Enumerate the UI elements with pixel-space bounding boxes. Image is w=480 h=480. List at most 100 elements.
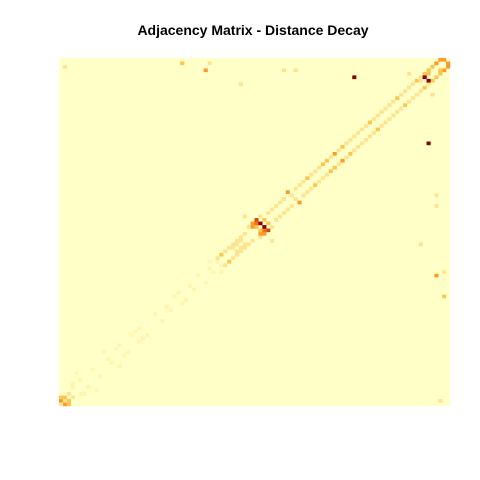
heatmap-cell xyxy=(62,402,68,407)
heatmap-cell xyxy=(410,82,416,87)
heatmap-cell xyxy=(340,158,345,163)
heatmap-cell xyxy=(113,346,118,351)
heatmap-cell xyxy=(270,225,275,229)
heatmap-cell xyxy=(430,64,435,69)
heatmap-cell xyxy=(356,131,361,135)
heatmap-cell xyxy=(360,127,365,132)
heatmap-cell xyxy=(336,148,341,153)
heatmap-cell xyxy=(231,242,236,247)
heatmap-cell xyxy=(442,294,447,299)
heatmap-cell xyxy=(442,68,447,73)
heatmap-cell xyxy=(250,221,255,226)
heatmap-cell xyxy=(446,64,451,69)
heatmap-cell xyxy=(289,193,294,198)
heatmap-cell xyxy=(371,117,376,121)
heatmap-cell xyxy=(414,92,419,97)
heatmap-cell xyxy=(281,211,286,215)
heatmap-cell xyxy=(66,392,71,396)
heatmap-cell xyxy=(367,134,372,139)
heatmap-cell xyxy=(274,204,279,208)
heatmap-cell xyxy=(363,138,369,142)
heatmap-cell xyxy=(360,141,365,146)
heatmap-cell xyxy=(262,232,267,236)
heatmap-cell xyxy=(195,273,200,278)
heatmap-cell xyxy=(207,259,212,264)
heatmap-cell xyxy=(246,225,251,229)
heatmap-cell xyxy=(105,357,111,361)
heatmap-cell xyxy=(74,371,79,375)
heatmap-cell xyxy=(141,336,146,341)
heatmap-cell xyxy=(387,117,392,121)
heatmap-cell xyxy=(399,106,404,111)
heatmap-cell xyxy=(164,305,169,309)
heatmap-cell xyxy=(375,113,380,118)
heatmap-cell xyxy=(238,245,243,250)
heatmap-cell xyxy=(66,399,71,403)
heatmap-cell xyxy=(102,350,107,354)
heatmap-cell xyxy=(317,165,322,170)
heatmap-cell xyxy=(320,162,326,167)
heatmap-cell xyxy=(383,106,388,111)
heatmap-cell xyxy=(242,232,247,236)
heatmap-cell xyxy=(231,256,236,261)
heatmap-cell xyxy=(59,399,64,403)
heatmap-cell xyxy=(403,103,408,107)
heatmap-cell xyxy=(172,294,177,299)
heatmap-cell xyxy=(145,332,150,337)
heatmap-cell xyxy=(258,232,263,236)
heatmap-cell xyxy=(137,325,142,330)
heatmap-cell xyxy=(223,263,228,267)
heatmap-cell xyxy=(332,165,337,170)
heatmap-cell xyxy=(227,259,232,264)
heatmap-cell xyxy=(285,190,290,194)
heatmap-cell xyxy=(426,82,431,87)
heatmap-cell xyxy=(191,287,197,292)
heatmap-cell xyxy=(137,339,142,344)
heatmap-cell xyxy=(238,82,243,87)
heatmap-cell xyxy=(78,392,83,396)
heatmap-cell xyxy=(406,85,412,90)
heatmap-cell xyxy=(426,68,431,73)
heatmap-cell xyxy=(352,134,357,139)
heatmap-cell xyxy=(297,183,302,187)
heatmap-cell xyxy=(277,200,283,205)
heatmap-cell xyxy=(332,151,337,156)
heatmap-cell xyxy=(406,99,412,104)
heatmap-cell xyxy=(371,131,376,135)
heatmap-cell xyxy=(418,75,423,80)
heatmap-cell xyxy=(281,68,286,73)
heatmap-cell xyxy=(438,71,443,76)
heatmap-cell xyxy=(391,113,396,118)
heatmap-cell xyxy=(418,78,423,83)
heatmap-cell xyxy=(422,85,427,90)
heatmap-cell xyxy=(395,96,400,100)
heatmap-cells xyxy=(59,58,451,407)
heatmap-cell xyxy=(70,381,75,386)
heatmap-cell xyxy=(438,58,443,62)
heatmap-cell xyxy=(320,176,326,180)
heatmap-cell xyxy=(414,78,419,83)
heatmap-cell xyxy=(227,245,232,250)
heatmap-cell xyxy=(70,395,75,400)
heatmap-cell xyxy=(62,395,68,400)
heatmap-background xyxy=(59,58,450,406)
heatmap-cell xyxy=(430,78,435,83)
heatmap-cell xyxy=(399,92,404,97)
heatmap-cell xyxy=(324,158,329,163)
heatmap-cell xyxy=(422,71,427,76)
heatmap-cell xyxy=(117,364,122,368)
heatmap-cell xyxy=(117,343,122,348)
heatmap-cell xyxy=(82,392,87,396)
heatmap-cell xyxy=(59,402,64,407)
heatmap-cell xyxy=(410,96,416,100)
heatmap-cell xyxy=(254,225,259,229)
heatmap-cell xyxy=(262,228,267,233)
heatmap-cell xyxy=(289,204,294,208)
heatmap-cell xyxy=(281,197,286,201)
heatmap-cell xyxy=(250,225,255,229)
heatmap-cell xyxy=(434,204,439,208)
heatmap-cell xyxy=(313,169,318,174)
heatmap-cell xyxy=(238,235,243,240)
heatmap-cell xyxy=(254,221,259,226)
